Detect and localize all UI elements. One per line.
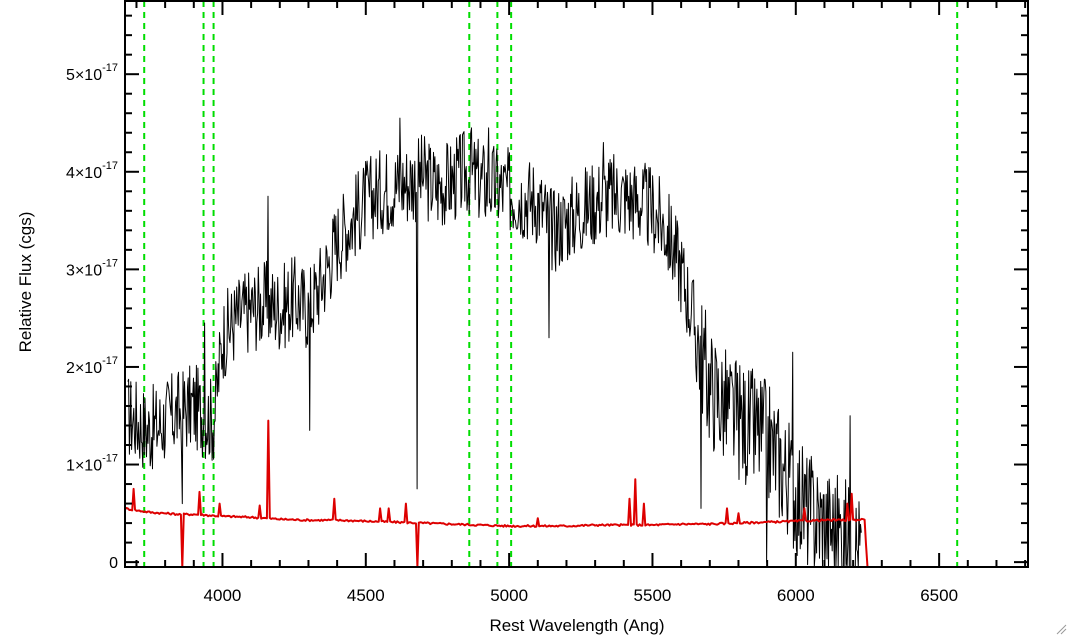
x-tick-label: 6500 [920, 586, 958, 605]
x-tick-label: 6000 [777, 586, 815, 605]
y-axis-label: Relative Flux (cgs) [16, 212, 35, 353]
x-axis-ticks: 4000 4500 5000 5500 6000 6500 [135, 1, 1027, 605]
y-tick-label: 5×10-17 [66, 62, 118, 84]
y-axis-ticks: 0 1×10-17 2×10-17 3×10-17 4×10-17 5×10-17 [66, 14, 1028, 572]
y-tick-label: 4×10-17 [66, 160, 118, 182]
x-tick-label: 5000 [490, 586, 528, 605]
resize-grip-icon[interactable] [1055, 623, 1067, 635]
y-tick-label: 3×10-17 [66, 257, 118, 279]
x-tick-label: 4500 [347, 586, 385, 605]
x-tick-label: 5500 [634, 586, 672, 605]
plot-frame [124, 0, 1029, 568]
series-line-model [124, 419, 1028, 568]
series-line-flux [127, 117, 862, 568]
x-axis-label: Rest Wavelength (Ang) [489, 616, 664, 635]
y-tick-label: 2×10-17 [66, 355, 118, 377]
y-tick-label: 0 [109, 555, 118, 572]
x-tick-label: 4000 [204, 586, 242, 605]
y-tick-label: 1×10-17 [66, 453, 118, 475]
chart-series [124, 117, 1028, 568]
